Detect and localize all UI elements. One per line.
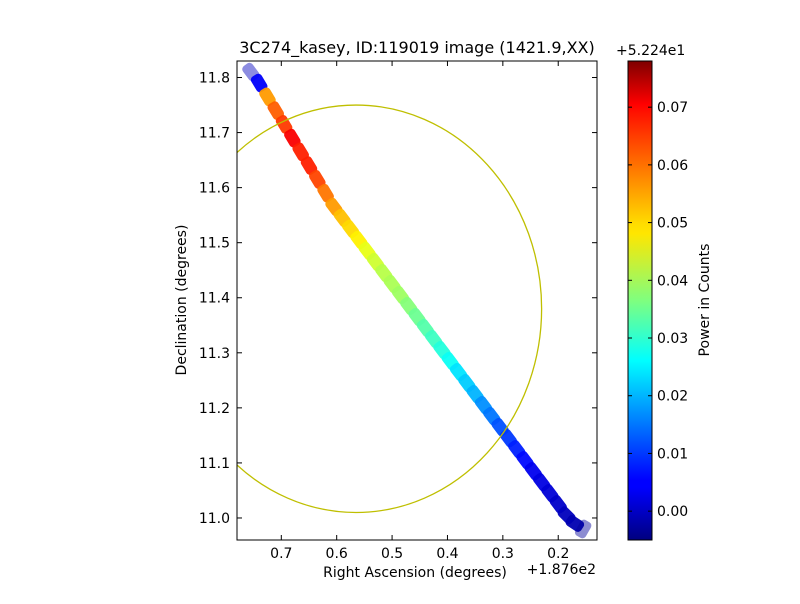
x-axis-label: Right Ascension (degrees) xyxy=(323,565,507,581)
y-axis-ticks: 11.0 11.1 11.2 11.3 11.4 11.5 11.6 11.7 11.8 xyxy=(199,71,597,527)
x-tick-label: 0.5 xyxy=(381,546,403,562)
x-tick-label: 0.2 xyxy=(547,546,569,562)
colorbar-tick-label: 0.05 xyxy=(657,216,688,232)
colorbar-tick-label: 0.03 xyxy=(657,331,688,347)
strip-pixel xyxy=(292,142,309,162)
y-tick-label: 11.0 xyxy=(199,511,230,527)
colorbar-tick-label: 0.04 xyxy=(657,273,688,289)
y-tick-label: 11.6 xyxy=(199,181,230,197)
y-tick-label: 11.5 xyxy=(199,236,230,252)
colorbar-ticks: 0.00 0.01 0.02 0.03 0.04 0.05 0.06 0.07 xyxy=(628,100,688,520)
colorbar-offset-text: +5.224e1 xyxy=(616,43,685,59)
colorbar-tick-label: 0.02 xyxy=(657,389,688,405)
colorbar-label: Power in Counts xyxy=(697,244,713,357)
colorbar-tick-label: 0.01 xyxy=(657,446,688,462)
x-axis-ticks: 0.7 0.6 0.5 0.4 0.3 0.2 xyxy=(270,61,569,562)
strip-pixel xyxy=(250,73,268,93)
x-tick-label: 0.7 xyxy=(270,546,292,562)
colorbar-tick-label: 0.06 xyxy=(657,158,688,174)
y-tick-label: 11.4 xyxy=(199,291,230,307)
y-tick-label: 11.2 xyxy=(199,401,230,417)
strip-pixel xyxy=(574,519,592,539)
strip-pixel xyxy=(565,515,585,532)
x-axis-offset-text: +1.876e2 xyxy=(527,562,596,578)
colorbar-tick-label: 0.07 xyxy=(657,100,688,116)
y-axis-label: Declination (degrees) xyxy=(174,225,190,376)
y-tick-label: 11.3 xyxy=(199,346,230,362)
plot-frame xyxy=(236,60,598,541)
beam-circle-layer xyxy=(237,104,543,514)
strip-pixel xyxy=(300,156,318,175)
beam-circle xyxy=(237,104,543,514)
x-tick-label: 0.3 xyxy=(492,546,514,562)
y-tick-label: 11.8 xyxy=(199,71,230,87)
colorbar-tick-label: 0.00 xyxy=(657,504,688,520)
x-tick-label: 0.4 xyxy=(436,546,458,562)
chart-title: 3C274_kasey, ID:119019 image (1421.9,XX) xyxy=(239,38,595,58)
strip-pixel xyxy=(259,87,276,107)
colorbar xyxy=(627,60,653,541)
strip-pixel xyxy=(317,183,334,203)
x-tick-label: 0.6 xyxy=(326,546,348,562)
strip-pixel xyxy=(284,128,301,148)
y-tick-label: 11.7 xyxy=(199,126,230,142)
strip-pixel xyxy=(309,170,326,189)
emission-strip xyxy=(242,62,592,539)
strip-pixel xyxy=(267,101,285,120)
y-tick-label: 11.1 xyxy=(199,456,230,472)
